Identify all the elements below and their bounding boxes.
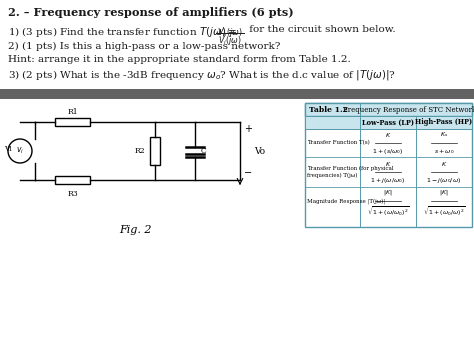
Text: Vi: Vi	[4, 145, 12, 153]
Text: 2. – Frequency response of amplifiers (6 pts): 2. – Frequency response of amplifiers (6…	[8, 7, 294, 18]
Text: R2: R2	[134, 147, 145, 155]
Text: $K$: $K$	[385, 160, 391, 168]
Bar	[55, 176, 90, 184]
Text: $K_s$: $K_s$	[440, 130, 448, 139]
Text: $\sqrt{1+(\omega_0/\omega)^2}$: $\sqrt{1+(\omega_0/\omega)^2}$	[422, 205, 465, 218]
Text: $V_i(j\omega)$: $V_i(j\omega)$	[218, 34, 242, 47]
Text: $\sqrt{1+(\omega/\omega_0)^2}$: $\sqrt{1+(\omega/\omega_0)^2}$	[366, 205, 410, 218]
Text: Magnitude Response |T(jω)|: Magnitude Response |T(jω)|	[307, 198, 385, 204]
Text: High-Pass (HP): High-Pass (HP)	[415, 119, 473, 126]
Bar	[305, 116, 472, 129]
Text: $|K|$: $|K|$	[439, 188, 449, 197]
Text: 1) (3 pts) Find the transfer function $T(j\omega) = $: 1) (3 pts) Find the transfer function $T…	[8, 25, 237, 39]
Text: $v_i$: $v_i$	[16, 146, 24, 156]
Text: R3: R3	[67, 190, 78, 198]
Text: 2) (1 pts) Is this a high-pass or a low-pass network?: 2) (1 pts) Is this a high-pass or a low-…	[8, 42, 281, 51]
Text: Hint: arrange it in the appropriate standard form from Table 1.2.: Hint: arrange it in the appropriate stan…	[8, 55, 351, 64]
Text: Table 1.2: Table 1.2	[309, 105, 348, 114]
Text: +: +	[244, 124, 252, 134]
Bar	[150, 137, 160, 165]
Text: $V_o(j\omega)$: $V_o(j\omega)$	[217, 26, 243, 39]
Bar	[305, 103, 472, 116]
Text: for the circuit shown below.: for the circuit shown below.	[246, 25, 396, 34]
Text: C: C	[201, 147, 207, 155]
Bar	[305, 103, 472, 227]
Text: $K$: $K$	[385, 131, 391, 139]
Text: Fig. 2: Fig. 2	[119, 225, 151, 235]
Text: Vo: Vo	[254, 147, 265, 155]
Text: $K$: $K$	[441, 160, 447, 168]
Text: $|K|$: $|K|$	[383, 188, 393, 197]
Bar	[0, 89, 474, 99]
Text: Transfer Function (for physical
frequencies) T(jω): Transfer Function (for physical frequenc…	[307, 166, 393, 178]
Text: $1+j(\omega/\omega_0)$: $1+j(\omega/\omega_0)$	[370, 176, 406, 185]
Text: R1: R1	[67, 108, 78, 116]
Text: −: −	[244, 168, 252, 178]
Bar	[55, 118, 90, 126]
Text: Low-Pass (LP): Low-Pass (LP)	[362, 119, 414, 126]
Text: $1-j(\omega_0/\omega)$: $1-j(\omega_0/\omega)$	[427, 176, 462, 185]
Text: $1+(s/\omega_0)$: $1+(s/\omega_0)$	[372, 147, 404, 156]
Text: Frequency Response of STC Networks: Frequency Response of STC Networks	[343, 105, 474, 114]
Text: $s+\omega_0$: $s+\omega_0$	[434, 147, 454, 156]
Text: 3) (2 pts) What is the -3dB frequency $\omega_o$? What is the d.c value of $|T(j: 3) (2 pts) What is the -3dB frequency $\…	[8, 68, 396, 82]
Text: Transfer Function T(s): Transfer Function T(s)	[307, 141, 370, 146]
